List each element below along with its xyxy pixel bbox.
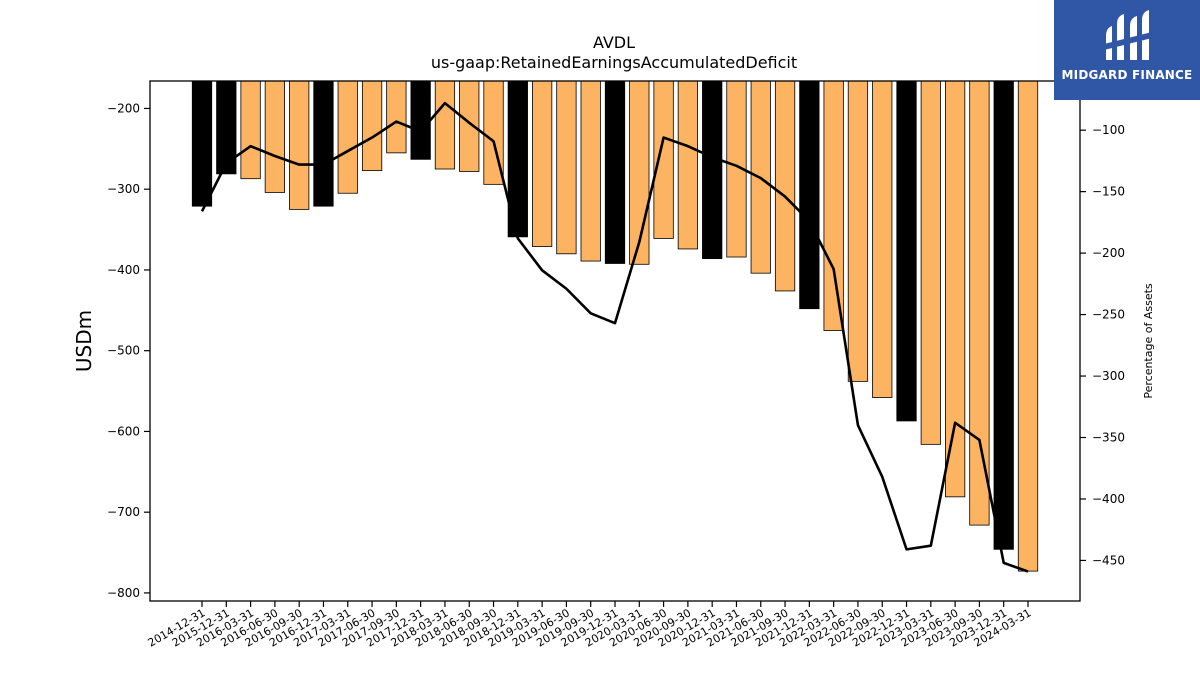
y2-tick-label: −400	[1092, 492, 1125, 506]
y-tick-label: −600	[107, 424, 140, 438]
bar-2018-06-30	[459, 80, 480, 172]
bar-series	[191, 80, 1039, 572]
bar-2024-03-31	[1017, 80, 1039, 572]
y2-tick-label: −100	[1092, 123, 1125, 137]
y-tick-label: −700	[107, 505, 140, 519]
bar-2021-09-30	[774, 80, 796, 292]
chart-title: AVDL	[593, 33, 635, 52]
y2-tick-label: −350	[1092, 431, 1125, 445]
line-series	[200, 101, 1029, 573]
bar-2023-09-30	[969, 80, 990, 526]
left-axis-label: USDm	[72, 310, 96, 372]
bar-2019-12-31	[604, 80, 626, 264]
bar-2020-12-31	[702, 80, 723, 260]
y-tick-label: −200	[107, 101, 140, 115]
y-tick-label: −300	[107, 182, 140, 196]
brand-name: MIDGARD FINANCE	[1061, 68, 1193, 82]
bar-2017-09-30	[386, 80, 407, 154]
bar-2016-09-30	[289, 80, 310, 210]
right-axis-ticks: −100 −150 −200 −250 −300 −350 −400 −450	[1080, 123, 1125, 567]
y-tick-label: −400	[107, 263, 140, 277]
y-tick-label: −800	[107, 586, 140, 600]
bar-2016-03-31	[240, 80, 261, 180]
bar-2018-03-31	[434, 80, 456, 170]
x-axis-ticks: 2014-12-312015-12-312016-03-312016-06-30…	[146, 601, 1034, 650]
bar-2019-03-31	[532, 80, 553, 247]
bar-2022-12-31	[896, 80, 917, 422]
chart-subtitle: us-gaap:RetainedEarningsAccumulatedDefic…	[431, 53, 797, 72]
bar-2017-06-30	[361, 80, 383, 172]
assets-percentage-line	[200, 101, 1029, 573]
midgard-logo-icon	[1104, 10, 1152, 60]
bar-2017-12-31	[410, 80, 431, 160]
y2-tick-label: −300	[1092, 369, 1125, 383]
y2-tick-label: −450	[1092, 553, 1125, 567]
bar-2023-03-31	[920, 80, 941, 445]
bar-2014-12-31	[191, 80, 213, 207]
bar-2016-06-30	[264, 80, 286, 193]
bar-2022-03-31	[823, 80, 844, 331]
bar-2020-06-30	[653, 80, 674, 239]
bar-2023-12-31	[993, 80, 1014, 550]
y-tick-label: −500	[107, 344, 140, 358]
bar-2019-09-30	[580, 80, 601, 262]
bar-2022-09-30	[872, 80, 893, 398]
bar-2016-12-31	[313, 80, 334, 207]
y2-tick-label: −250	[1092, 308, 1125, 322]
bar-2019-06-30	[556, 80, 577, 255]
y2-tick-label: −150	[1092, 185, 1125, 199]
bar-2022-06-30	[847, 80, 869, 382]
left-axis-ticks: −200 −300 −400 −500 −600 −700 −800	[107, 101, 150, 600]
bar-2020-09-30	[677, 80, 698, 250]
right-axis-label: Percentage of Assets	[1142, 283, 1155, 399]
y2-tick-label: −200	[1092, 246, 1125, 260]
bar-2017-03-31	[337, 80, 358, 194]
bar-2021-12-31	[799, 80, 820, 310]
bar-2023-06-30	[945, 80, 966, 498]
brand-logo: MIDGARD FINANCE	[1054, 0, 1200, 100]
